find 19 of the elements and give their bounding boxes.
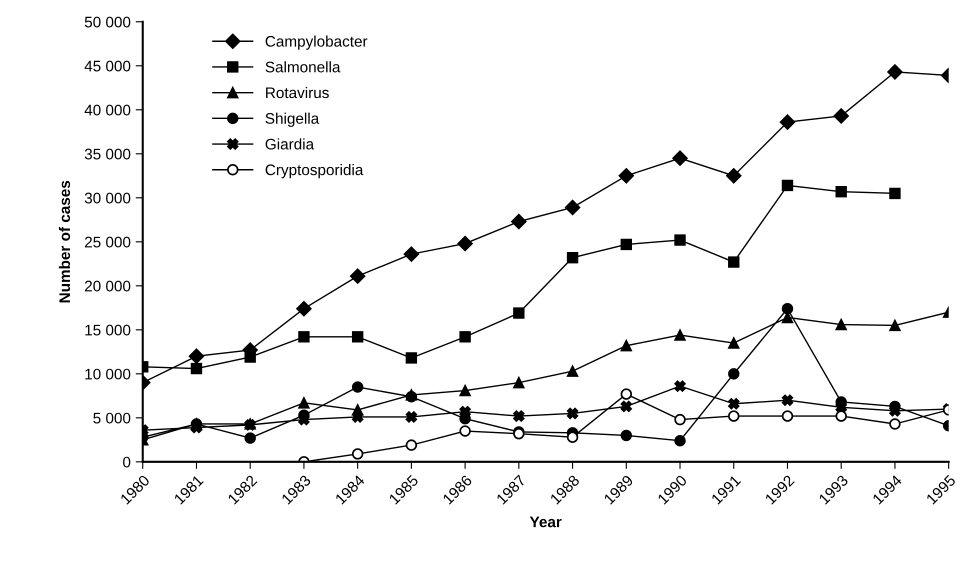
y-tick-label: 10 000 [85, 368, 130, 380]
y-axis-title: Number of cases [58, 180, 70, 302]
legend-label: Shigella [266, 112, 320, 127]
y-tick-label: 45 000 [84, 60, 130, 72]
legend-label: Cryptosporidia [266, 164, 364, 178]
legend-label: Giardia [266, 138, 314, 150]
x-axis-title: Year [530, 516, 562, 528]
y-tick-label: 35 000 [84, 148, 130, 160]
y-tick-label: 25 000 [84, 236, 130, 248]
y-tick-label: 0 [123, 456, 130, 468]
legend-label: Rotavirus [266, 86, 329, 98]
y-tick-label: 50 000 [84, 16, 130, 28]
y-tick-label: 20 000 [84, 280, 130, 292]
legend-label: Campylobacter [266, 36, 368, 50]
y-tick-label: 5 000 [93, 412, 130, 424]
legend-label: Salmonella [266, 61, 340, 72]
y-tick-label: 40 000 [84, 104, 130, 116]
y-tick-label: 15 000 [85, 324, 130, 336]
y-tick-label: 30 000 [84, 192, 130, 204]
